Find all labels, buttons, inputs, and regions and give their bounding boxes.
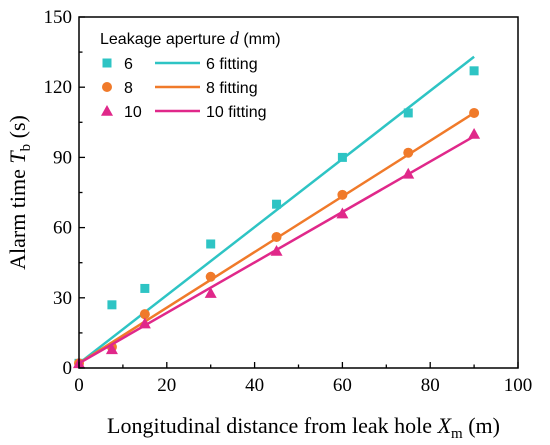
legend-label: 10 — [124, 104, 142, 121]
data-point — [138, 317, 151, 329]
x-tick-label: 40 — [245, 375, 264, 396]
x-tick-label: 100 — [504, 375, 533, 396]
y-tick-label: 90 — [53, 147, 72, 168]
data-point — [139, 309, 150, 320]
data-point — [403, 108, 413, 118]
data-point — [271, 231, 282, 242]
data-point — [336, 207, 349, 219]
legend-fit-label: 6 fitting — [206, 56, 258, 73]
axes: 0 20 40 60 80 100 0 30 60 90 120 150 Longitudinal di… — [5, 7, 532, 442]
legend-entry-6: 6 6 fitting — [102, 56, 258, 73]
data-point — [270, 245, 283, 256]
y-tick-label: 60 — [53, 218, 72, 239]
data-point — [107, 300, 117, 310]
data-point — [206, 239, 216, 249]
data-point — [105, 343, 118, 355]
legend-label: 8 — [124, 80, 133, 97]
fit-line-6 — [78, 55, 475, 365]
data-point — [140, 283, 150, 293]
data-point — [402, 167, 415, 179]
y-tick-label: 30 — [53, 288, 72, 309]
data-point — [337, 152, 347, 162]
y-tick-label: 0 — [63, 358, 73, 379]
data-point — [337, 189, 348, 200]
x-tick-label: 80 — [421, 375, 440, 396]
data-point — [403, 147, 414, 158]
data-point — [272, 199, 282, 209]
legend-marker — [102, 82, 112, 92]
legend-title: Leakage aperture d (mm) — [100, 28, 281, 48]
legend: Leakage aperture d (mm) 6 6 fitting 8 8 fitt… — [100, 28, 281, 121]
y-axis-title: Alarm time Tb (s) — [5, 115, 34, 270]
data-point — [469, 66, 479, 76]
data-point — [204, 287, 217, 298]
legend-fit-label: 10 fitting — [206, 104, 266, 121]
legend-fit-label: 8 fitting — [206, 80, 258, 97]
y-tick-label: 150 — [44, 7, 73, 28]
legend-entry-10: 10 10 fitting — [101, 104, 266, 121]
x-axis-title: Longitudinal distance from leak hole Xm … — [107, 413, 500, 442]
legend-label: 6 — [124, 56, 133, 73]
plot-area — [73, 55, 481, 369]
series-8 — [74, 107, 480, 369]
data-point — [469, 107, 480, 118]
legend-marker — [102, 58, 112, 68]
legend-entry-8: 8 8 fitting — [102, 80, 258, 97]
legend-marker — [101, 105, 113, 116]
x-tick-label: 20 — [157, 375, 176, 396]
x-tick-label: 60 — [333, 375, 352, 396]
series-10 — [73, 128, 481, 369]
y-tick-label: 120 — [44, 77, 73, 98]
x-tick-label: 0 — [74, 375, 84, 396]
data-point — [205, 271, 216, 282]
data-point — [468, 128, 481, 139]
